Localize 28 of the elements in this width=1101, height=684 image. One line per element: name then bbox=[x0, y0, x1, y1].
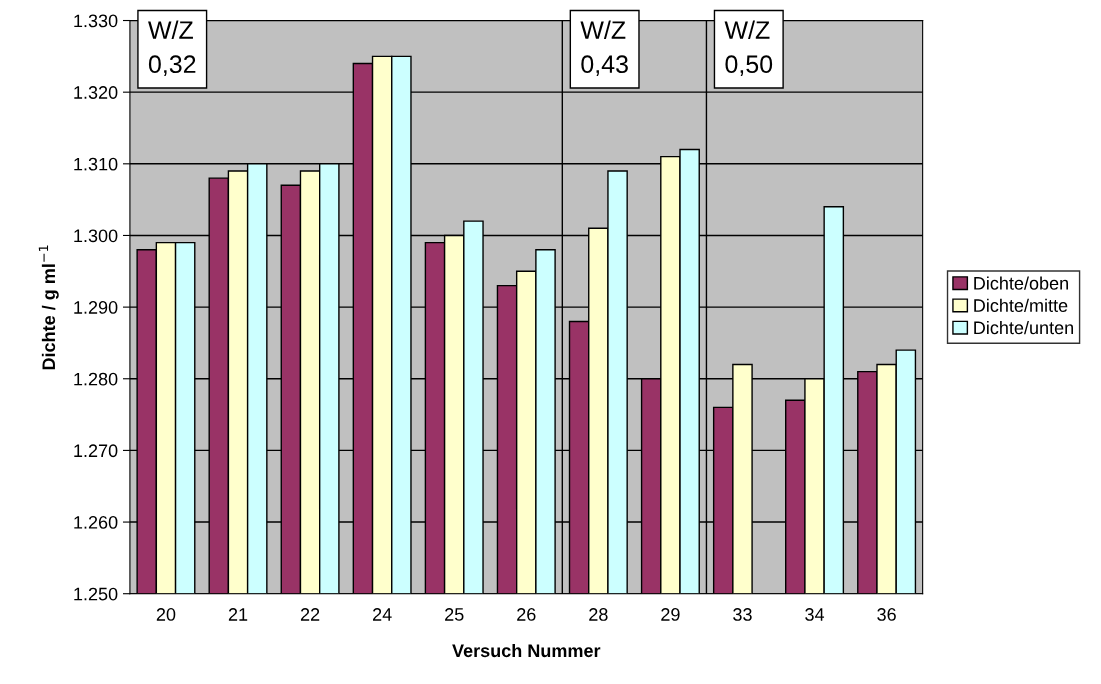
legend-label: Dichte/unten bbox=[974, 320, 1073, 335]
x-tick-label: 26 bbox=[517, 608, 536, 621]
x-tick-label: 25 bbox=[445, 608, 464, 621]
y-tick-label: 1.290 bbox=[74, 301, 118, 314]
annotation: W/Z 0,50 bbox=[724, 20, 773, 77]
x-tick-label: 24 bbox=[373, 608, 392, 621]
legend-label: Dichte/mitte bbox=[974, 298, 1068, 312]
legend-label: Dichte/oben bbox=[974, 276, 1068, 290]
y-tick-label: 1.330 bbox=[74, 14, 118, 28]
y-tick-label: 1.250 bbox=[74, 587, 118, 601]
y-tick-label: 1.260 bbox=[74, 516, 118, 529]
y-axis-title: Dichte / g ml$^{−1}$ bbox=[38, 245, 59, 370]
y-tick-label: 1.300 bbox=[74, 229, 118, 243]
x-tick-label: 34 bbox=[805, 608, 825, 621]
x-tick-label: 22 bbox=[300, 608, 320, 621]
y-tick-label: 1.310 bbox=[74, 157, 118, 171]
y-tick-label: 1.320 bbox=[74, 86, 118, 99]
y-tick-label: 1.270 bbox=[74, 444, 118, 458]
x-tick-label: 29 bbox=[661, 608, 680, 621]
x-tick-label: 21 bbox=[228, 608, 248, 621]
x-tick-label: 20 bbox=[156, 608, 176, 621]
annotation: W/Z 0,32 bbox=[148, 20, 196, 77]
x-axis-title: Versuch Nummer bbox=[452, 643, 601, 658]
x-tick-label: 33 bbox=[733, 608, 752, 621]
x-tick-label: 28 bbox=[589, 608, 608, 621]
y-tick-label: 1.280 bbox=[74, 372, 118, 386]
annotation: W/Z 0,43 bbox=[580, 20, 628, 77]
x-tick-label: 36 bbox=[877, 608, 896, 621]
